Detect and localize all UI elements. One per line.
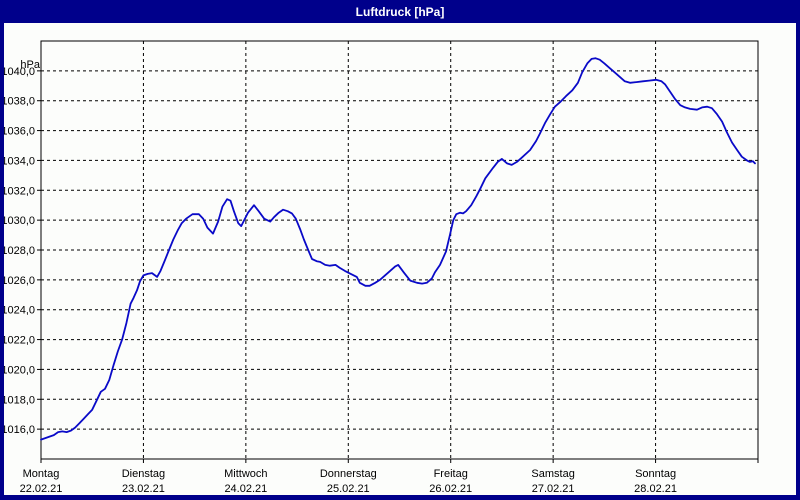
day-name-label: Donnerstag: [320, 468, 377, 480]
day-date-label: 27.02.21: [532, 483, 575, 495]
day-name-label: Samstag: [531, 468, 574, 480]
chart-area: hPa 1040,0 1038,0 1036,0 1034,0 1032,0 1030,0…: [4, 23, 796, 495]
day-date-label: 28.02.21: [634, 483, 677, 495]
y-tick-label: 1028,0: [4, 245, 35, 257]
y-tick-label: 1040,0: [4, 66, 35, 78]
day-name-label: Dienstag: [122, 468, 165, 480]
day-date-label: 25.02.21: [327, 483, 370, 495]
y-tick-label: 1026,0: [4, 275, 35, 287]
pressure-chart: 1040,0 1038,0 1036,0 1034,0 1032,0 1030,0 1028…: [4, 40, 759, 495]
day-name-label: Montag: [23, 468, 60, 480]
y-tick-label: 1030,0: [4, 215, 35, 227]
y-tick-label: 1018,0: [4, 394, 35, 406]
y-tick-label: 1034,0: [4, 155, 35, 167]
day-name-label: Sonntag: [635, 468, 676, 480]
y-tick-label: 1038,0: [4, 96, 35, 108]
day-date-label: 26.02.21: [429, 483, 472, 495]
pressure-line: [40, 57, 756, 441]
y-tick-label: 1020,0: [4, 364, 35, 376]
window-titlebar: Luftdruck [hPa]: [0, 0, 800, 23]
day-date-label: 24.02.21: [224, 483, 267, 495]
window-title: Luftdruck [hPa]: [355, 5, 445, 19]
y-tick-label: 1016,0: [4, 424, 35, 436]
day-date-label: 23.02.21: [122, 483, 165, 495]
y-tick-label: 1032,0: [4, 185, 35, 197]
day-name-label: Freitag: [434, 468, 468, 480]
y-tick-label: 1022,0: [4, 335, 35, 347]
y-axis-unit-label: hPa: [20, 59, 40, 71]
plot-border: [40, 40, 759, 460]
day-name-label: Mittwoch: [224, 468, 267, 480]
y-tick-label: 1024,0: [4, 305, 35, 317]
day-date-label: 22.02.21: [20, 483, 63, 495]
y-tick-label: 1036,0: [4, 126, 35, 138]
